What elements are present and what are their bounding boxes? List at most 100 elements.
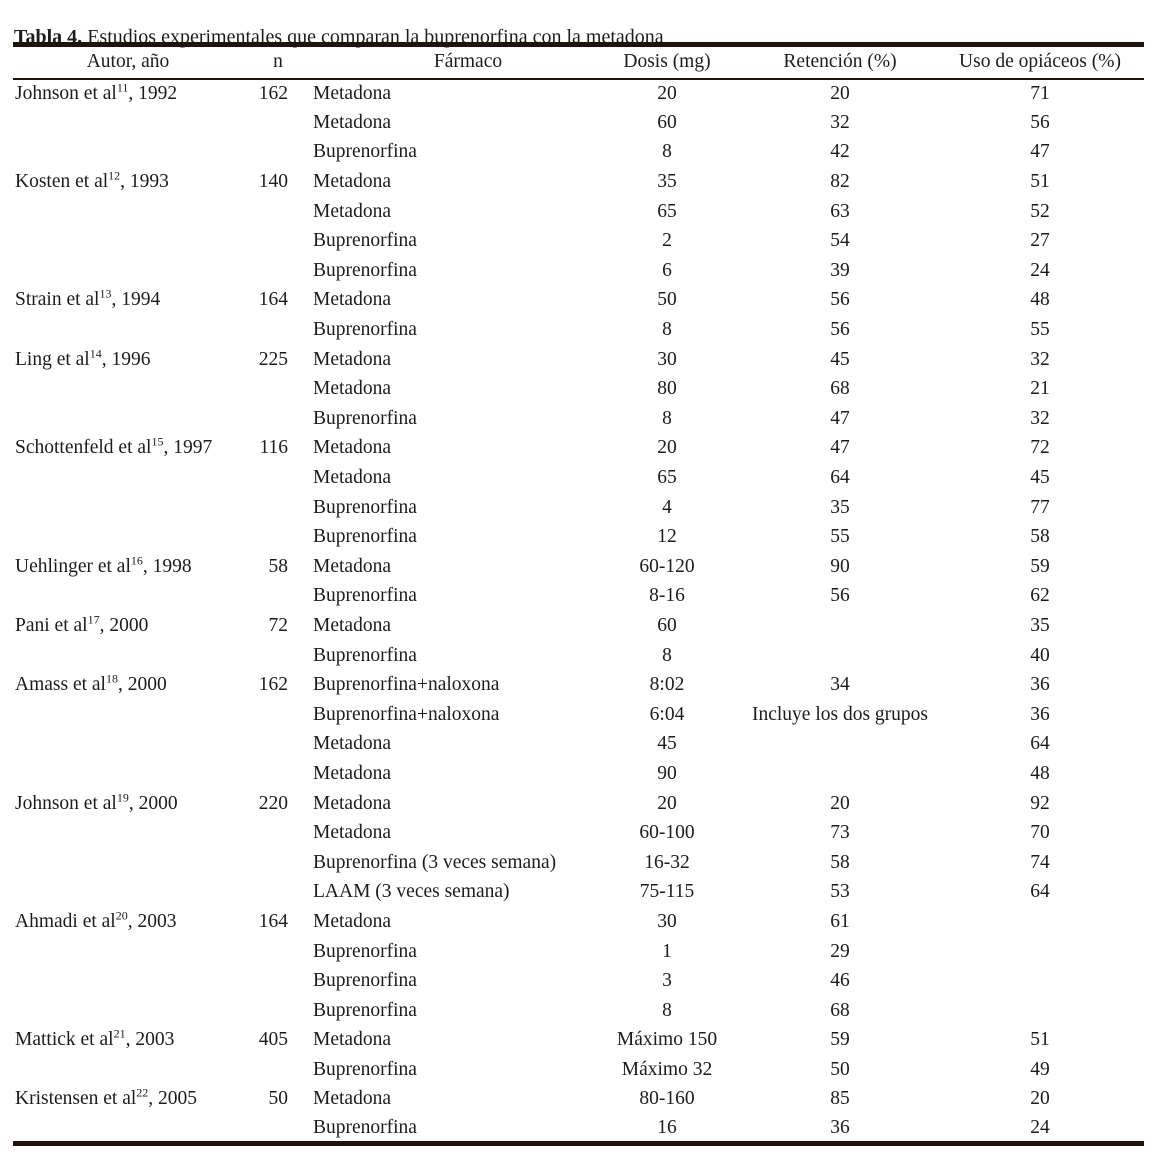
author-cell xyxy=(13,1114,258,1144)
drug-cell: Buprenorfina xyxy=(313,644,417,666)
dose-cell: 50 xyxy=(657,289,677,311)
opiate-use-cell: 49 xyxy=(1030,1058,1050,1080)
opiate-use-cell: 56 xyxy=(1030,111,1050,133)
retention-cell: 20 xyxy=(830,82,850,104)
dose-cell: 45 xyxy=(657,733,677,755)
author-cell xyxy=(13,374,258,404)
author-cell xyxy=(13,493,258,523)
table-row: Buprenorfina 2 54 27 xyxy=(13,226,1144,256)
n-cell xyxy=(258,463,298,493)
author-cell: Uehlinger et al16, 1998 xyxy=(15,553,192,577)
retention-cell: 90 xyxy=(830,555,850,577)
reference-superscript: 20 xyxy=(115,908,128,923)
drug-cell: Metadona xyxy=(313,1088,391,1110)
col-header-drug: Fármaco xyxy=(298,44,590,80)
retention-cell xyxy=(744,730,936,760)
n-cell xyxy=(258,759,298,789)
drug-cell: Buprenorfina xyxy=(313,999,417,1021)
retention-cell: 55 xyxy=(830,526,850,548)
opiate-use-cell: 48 xyxy=(1030,289,1050,311)
drug-cell: Metadona xyxy=(313,111,391,133)
n-cell: 220 xyxy=(258,792,288,814)
drug-cell: Buprenorfina xyxy=(313,230,417,252)
col-header-opiate-use: Uso de opiáceos (%) xyxy=(936,44,1144,80)
author-cell xyxy=(13,197,258,227)
n-cell: 225 xyxy=(258,348,288,370)
dose-cell: 8 xyxy=(662,999,672,1021)
author-cell xyxy=(13,848,258,878)
n-cell xyxy=(258,966,298,996)
dose-cell: 12 xyxy=(657,526,677,548)
dose-cell: 16-32 xyxy=(644,851,690,873)
table-row: Buprenorfina 4 35 77 xyxy=(13,493,1144,523)
opiate-use-cell: 20 xyxy=(1030,1088,1050,1110)
n-cell xyxy=(258,818,298,848)
table-row: Amass et al18, 2000 162 Buprenorfina+nalox… xyxy=(13,670,1144,700)
drug-cell: Buprenorfina xyxy=(313,1058,417,1080)
n-cell xyxy=(258,878,298,908)
dose-cell: 75-115 xyxy=(639,881,695,903)
dose-cell: 8-16 xyxy=(649,585,685,607)
table-row: Metadona 60 32 56 xyxy=(13,108,1144,138)
drug-cell: Buprenorfina xyxy=(313,526,417,548)
table-row: Metadona 45 64 xyxy=(13,730,1144,760)
drug-cell: Metadona xyxy=(313,200,391,222)
reference-superscript: 12 xyxy=(108,168,121,183)
table-row: Buprenorfina 8 68 xyxy=(13,996,1144,1026)
drug-cell: Metadona xyxy=(313,822,391,844)
dose-cell: 60-120 xyxy=(639,555,695,577)
opiate-use-cell: 36 xyxy=(1030,703,1050,725)
opiate-use-cell: 77 xyxy=(1030,496,1050,518)
table-body: Johnson et al11, 1992 162 Metadona 20 20 71 Me… xyxy=(13,79,1144,1144)
drug-cell: Buprenorfina (3 veces semana) xyxy=(313,851,557,873)
reference-superscript: 14 xyxy=(89,346,102,361)
retention-cell: 34 xyxy=(830,674,850,696)
opiate-use-cell: 24 xyxy=(1030,1116,1050,1138)
retention-cell: 68 xyxy=(830,378,850,400)
drug-cell: Buprenorfina xyxy=(313,259,417,281)
dose-cell: 20 xyxy=(657,82,677,104)
n-cell xyxy=(258,138,298,168)
table-row: Metadona 80 68 21 xyxy=(13,374,1144,404)
author-cell: Johnson et al11, 1992 xyxy=(15,80,178,104)
n-cell xyxy=(258,641,298,671)
table-header: Autor, año n Fármaco Dosis (mg) Retenció… xyxy=(13,44,1144,80)
opiate-use-cell: 36 xyxy=(1030,674,1050,696)
n-cell xyxy=(258,1114,298,1144)
studies-table: Autor, año n Fármaco Dosis (mg) Retenció… xyxy=(13,42,1144,1147)
dose-cell: 60 xyxy=(657,614,677,636)
retention-cell: 36 xyxy=(830,1116,850,1138)
dose-cell: 8 xyxy=(662,319,672,341)
drug-cell: Buprenorfina xyxy=(313,585,417,607)
opiate-use-cell: 40 xyxy=(1030,644,1050,666)
table-row: Buprenorfina 1 29 xyxy=(13,937,1144,967)
dose-cell: 8 xyxy=(662,141,672,163)
drug-cell: Metadona xyxy=(313,733,391,755)
author-cell xyxy=(13,878,258,908)
dose-cell: 60 xyxy=(657,111,677,133)
n-cell: 162 xyxy=(258,82,288,104)
retention-cell: 82 xyxy=(830,171,850,193)
reference-superscript: 17 xyxy=(87,612,100,627)
author-cell xyxy=(13,256,258,286)
table-row: Buprenorfina 3 46 xyxy=(13,966,1144,996)
n-cell: 72 xyxy=(268,614,289,636)
opiate-use-cell: 35 xyxy=(1030,614,1050,636)
retention-cell: 45 xyxy=(830,348,850,370)
retention-cell: 56 xyxy=(830,585,850,607)
table-row: Metadona 65 64 45 xyxy=(13,463,1144,493)
retention-cell: Incluye los dos grupos xyxy=(751,703,929,725)
table-row: Kosten et al12, 1993 140 Metadona 35 82 51 xyxy=(13,167,1144,197)
table-row: Ahmadi et al20, 2003 164 Metadona 30 61 xyxy=(13,907,1144,937)
reference-superscript: 11 xyxy=(116,80,129,95)
opiate-use-cell: 52 xyxy=(1030,200,1050,222)
dose-cell: 65 xyxy=(657,467,677,489)
author-cell: Amass et al18, 2000 xyxy=(15,671,167,696)
drug-cell: Metadona xyxy=(313,348,391,370)
author-cell xyxy=(13,966,258,996)
n-cell: 116 xyxy=(259,437,288,459)
drug-cell: Buprenorfina xyxy=(313,407,417,429)
retention-cell: 32 xyxy=(830,111,850,133)
dose-cell: 8 xyxy=(662,407,672,429)
n-cell xyxy=(258,404,298,434)
